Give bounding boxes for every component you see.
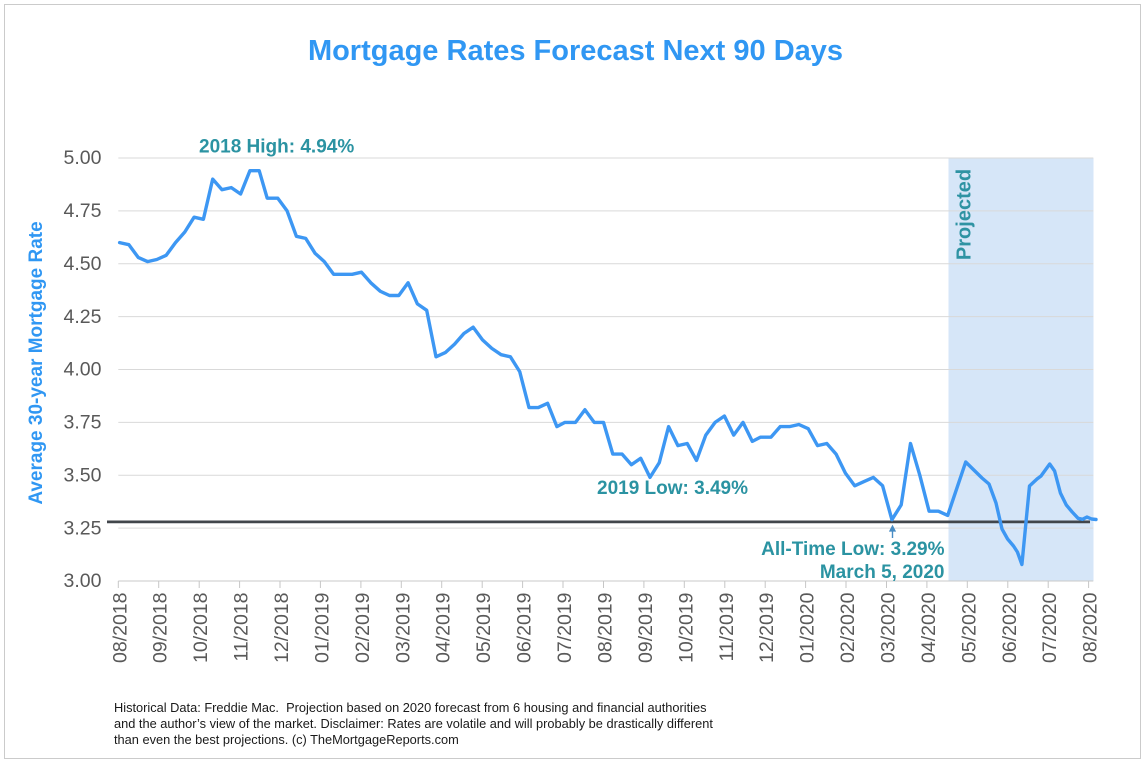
svg-text:4.00: 4.00 (64, 359, 102, 381)
svg-text:05/2020: 05/2020 (958, 592, 980, 663)
svg-text:05/2019: 05/2019 (473, 593, 495, 664)
svg-text:2019 Low: 3.49%: 2019 Low: 3.49% (597, 478, 748, 499)
svg-text:2018 High: 4.94%: 2018 High: 4.94% (199, 137, 354, 158)
svg-text:08/2019: 08/2019 (595, 593, 617, 664)
svg-text:3.25: 3.25 (64, 517, 102, 539)
svg-text:02/2020: 02/2020 (837, 592, 859, 663)
svg-text:04/2020: 04/2020 (918, 592, 940, 663)
svg-text:Average 30-year Mortgage Rate: Average 30-year Mortgage Rate (26, 221, 47, 504)
svg-text:3.50: 3.50 (64, 464, 102, 486)
svg-text:02/2019: 02/2019 (352, 593, 374, 664)
svg-text:12/2019: 12/2019 (756, 593, 778, 664)
svg-text:and the author’s view of the m: and the author’s view of the market. Dis… (114, 716, 713, 731)
svg-text:07/2020: 07/2020 (1039, 592, 1061, 663)
svg-text:All-Time Low: 3.29%: All-Time Low: 3.29% (761, 539, 944, 560)
svg-text:10/2019: 10/2019 (675, 593, 697, 664)
svg-text:4.50: 4.50 (64, 253, 102, 275)
svg-text:03/2019: 03/2019 (392, 593, 414, 664)
svg-text:11/2018: 11/2018 (231, 593, 253, 662)
svg-text:3.00: 3.00 (64, 570, 102, 592)
svg-text:04/2019: 04/2019 (433, 593, 455, 664)
svg-text:Projected: Projected (954, 169, 976, 260)
svg-text:March 5, 2020: March 5, 2020 (820, 562, 945, 583)
svg-text:08/2020: 08/2020 (1080, 592, 1102, 663)
svg-text:4.75: 4.75 (64, 200, 102, 222)
svg-text:3.75: 3.75 (64, 412, 102, 434)
svg-text:01/2019: 01/2019 (311, 593, 333, 664)
svg-text:than even the best projections: than even the best projections. (c) TheM… (114, 732, 459, 747)
svg-text:07/2019: 07/2019 (554, 593, 576, 664)
svg-text:03/2020: 03/2020 (878, 592, 900, 663)
svg-text:06/2019: 06/2019 (514, 593, 536, 664)
svg-text:Historical Data: Freddie Mac.: Historical Data: Freddie Mac. Projection… (114, 700, 707, 715)
svg-text:08/2018: 08/2018 (109, 593, 131, 664)
svg-text:Mortgage Rates Forecast Next 9: Mortgage Rates Forecast Next 90 Days (308, 35, 843, 67)
svg-text:01/2020: 01/2020 (797, 592, 819, 663)
svg-text:09/2019: 09/2019 (635, 593, 657, 664)
svg-text:10/2018: 10/2018 (190, 593, 212, 664)
svg-text:12/2018: 12/2018 (271, 593, 293, 664)
svg-text:4.25: 4.25 (64, 306, 102, 328)
svg-text:09/2018: 09/2018 (150, 593, 172, 664)
svg-text:06/2020: 06/2020 (999, 592, 1021, 663)
svg-text:5.00: 5.00 (64, 147, 102, 169)
svg-text:11/2019: 11/2019 (716, 593, 738, 662)
